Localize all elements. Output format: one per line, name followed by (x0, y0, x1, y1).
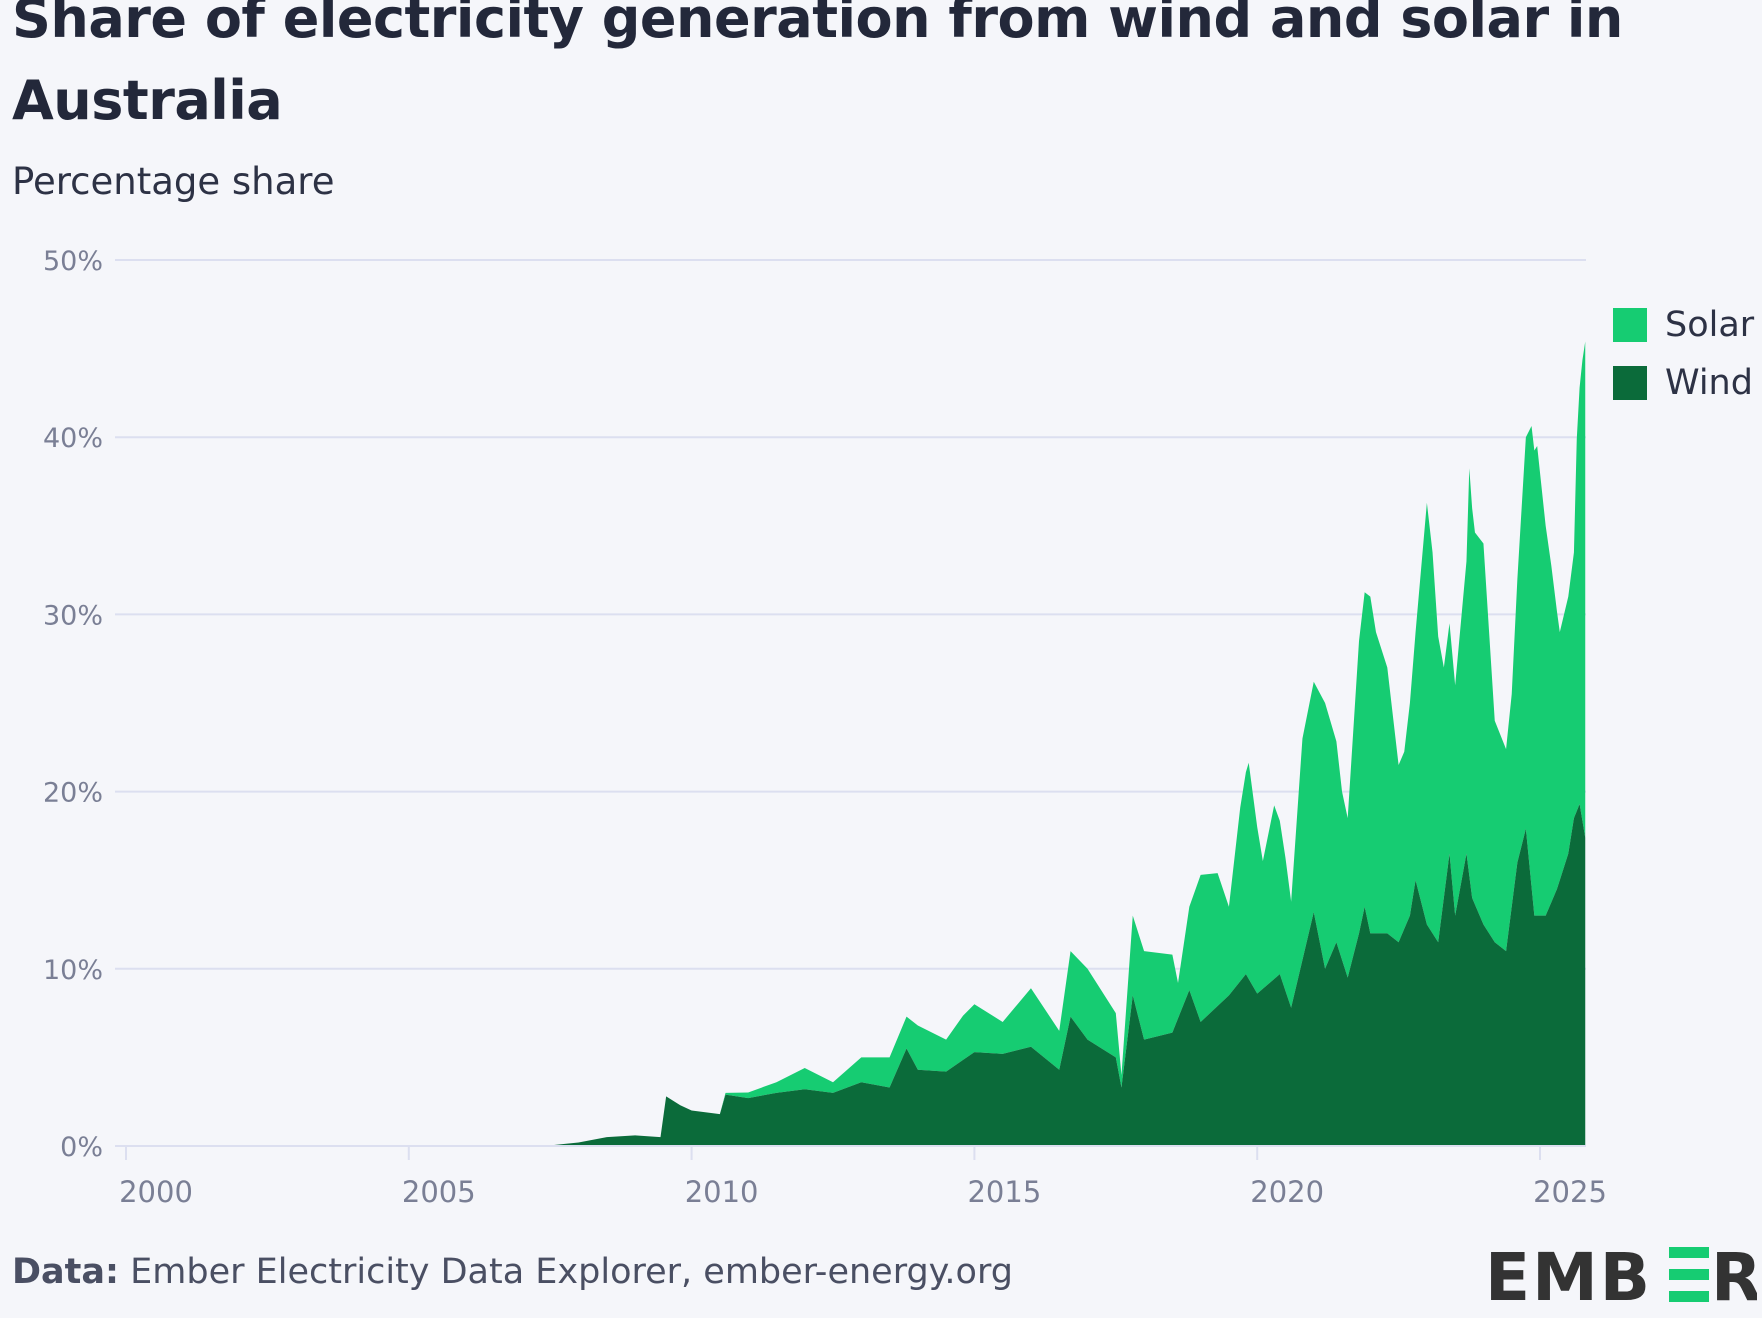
x-tick-label: 2005 (402, 1175, 476, 1209)
legend-item-solar[interactable]: Solar (1613, 296, 1754, 354)
x-tick-label: 2010 (685, 1175, 759, 1209)
series-solar-area (544, 341, 1586, 1147)
x-tick-label: 2015 (967, 1175, 1041, 1209)
svg-text:R: R (1711, 1244, 1757, 1306)
legend-swatch-solar (1613, 308, 1647, 342)
svg-text:EMB: EMB (1485, 1244, 1652, 1306)
source-note: Data: Ember Electricity Data Explorer, e… (12, 1252, 1013, 1292)
source-text: Ember Electricity Data Explorer, ember-e… (119, 1252, 1013, 1292)
source-label: Data: (12, 1252, 120, 1292)
series-wind-area (544, 804, 1586, 1146)
y-tick-label: 20% (43, 778, 103, 809)
y-tick-label: 40% (43, 423, 103, 454)
y-tick-label: 0% (60, 1132, 103, 1163)
x-tick-label: 2025 (1533, 1175, 1607, 1209)
y-tick-label: 10% (43, 955, 103, 986)
y-tick-label: 50% (43, 246, 103, 277)
x-tick-label: 2000 (119, 1175, 193, 1209)
x-tick-label: 2020 (1250, 1175, 1324, 1209)
ember-logo: EMB R (1485, 1244, 1757, 1306)
chart-title: Share of electricity generation from win… (12, 0, 1623, 132)
legend: Solar Wind (1613, 296, 1754, 412)
legend-item-wind[interactable]: Wind (1613, 354, 1754, 412)
legend-swatch-wind (1613, 366, 1647, 400)
legend-label-wind: Wind (1665, 363, 1753, 403)
chart-subtitle: Percentage share (12, 160, 335, 203)
legend-label-solar: Solar (1665, 305, 1755, 345)
y-tick-label: 30% (43, 600, 103, 631)
